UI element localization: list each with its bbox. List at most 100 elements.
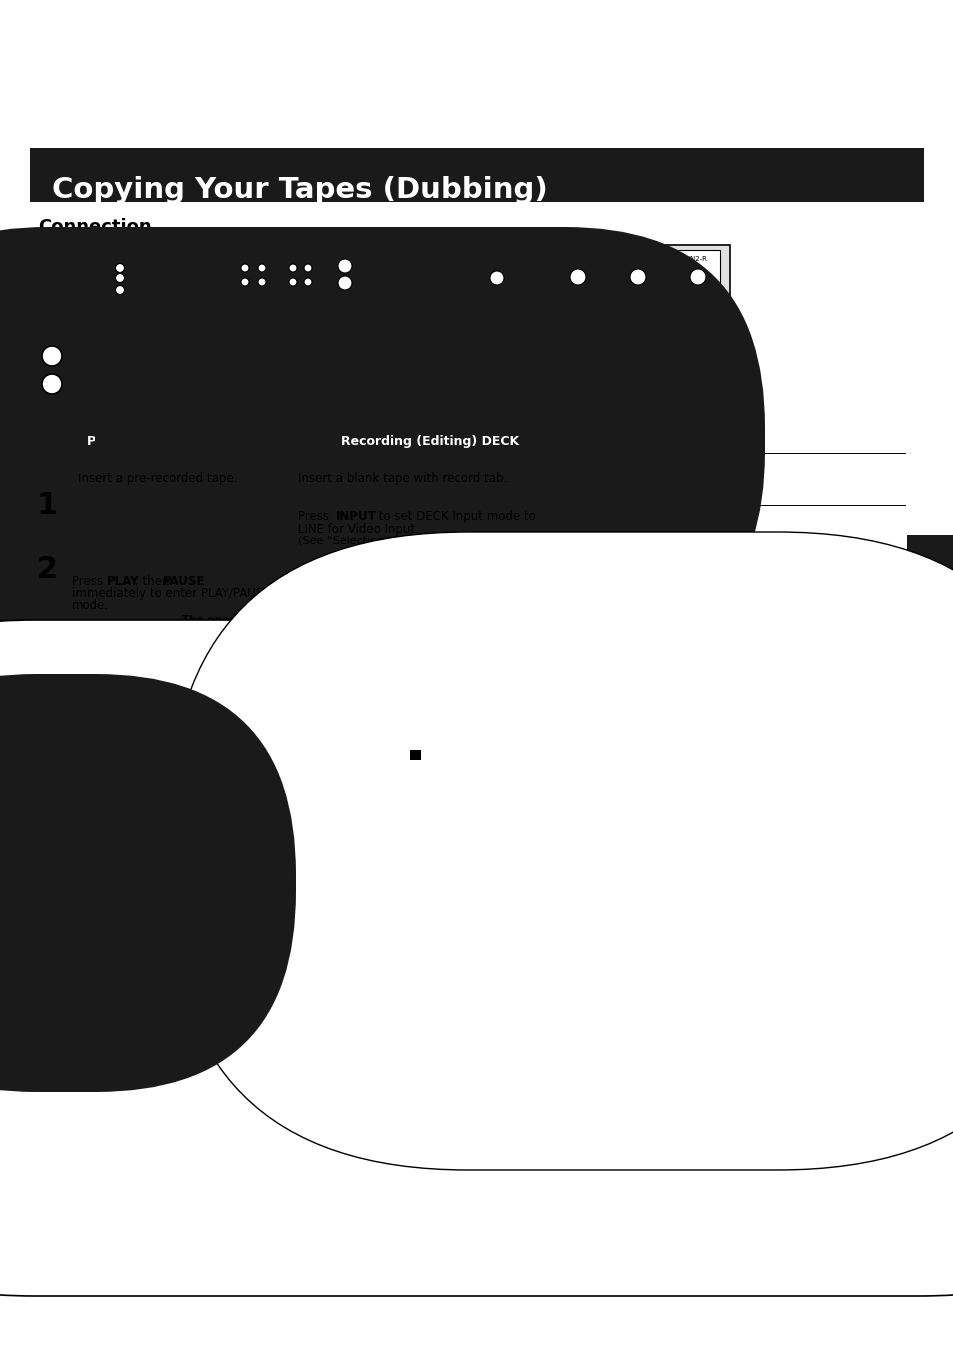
Text: Display will change as below.: Display will change as below.: [490, 805, 652, 815]
Circle shape: [337, 259, 352, 273]
Text: Front of DECK: Front of DECK: [547, 238, 628, 249]
Text: Connect “L” and “R” AUDIO OUT terminals on Playing VCR to “L” and “R”: Connect “L” and “R” AUDIO OUT terminals …: [71, 378, 496, 390]
Text: LINE1:  For rear audio/video connection.: LINE1: For rear audio/video connection.: [436, 898, 644, 908]
Circle shape: [337, 276, 352, 290]
Text: Playing VCR starts playback.: Playing VCR starts playback.: [71, 658, 241, 671]
Text: VCR channel (CH 3 or CH 4).: VCR channel (CH 3 or CH 4).: [63, 780, 221, 790]
Circle shape: [304, 278, 312, 286]
Text: Guard will result in poor quality: Guard will result in poor quality: [110, 888, 285, 897]
FancyBboxPatch shape: [539, 245, 729, 315]
Text: L: L: [97, 272, 102, 280]
Text: DVD/VCR DECK: DVD/VCR DECK: [230, 238, 317, 249]
Text: LINE2:  For front audio/video connection.: LINE2: For front audio/video connection.: [436, 909, 648, 919]
Text: Connect VIDEO OUT terminal on Playing VCR to VIDEO IN terminal on DECK.: Connect VIDEO OUT terminal on Playing VC…: [71, 350, 520, 363]
Circle shape: [257, 278, 266, 286]
Text: VHF/: VHF/: [435, 267, 456, 277]
Text: ←LINE2↔LINE1↔125 or 69←: ←LINE2↔LINE1↔125 or 69←: [476, 858, 611, 867]
Text: Recording (Editing) DECK: Recording (Editing) DECK: [340, 435, 518, 449]
Text: Press: Press: [297, 509, 333, 523]
Circle shape: [115, 273, 125, 282]
Text: for VCR mode.: for VCR mode.: [63, 815, 144, 825]
FancyBboxPatch shape: [168, 532, 953, 1170]
Circle shape: [289, 263, 296, 272]
Text: OUT TO TV: OUT TO TV: [314, 272, 353, 278]
FancyBboxPatch shape: [95, 227, 764, 653]
Text: Press: Press: [71, 646, 107, 659]
Text: immediately to enter PLAY/PAUSE: immediately to enter PLAY/PAUSE: [71, 586, 271, 600]
Text: →1→2→3→: →1→2→3→: [499, 821, 551, 832]
Text: PLAY: PLAY: [107, 576, 139, 588]
Text: AUDIO1: AUDIO1: [203, 278, 237, 286]
FancyBboxPatch shape: [552, 250, 720, 292]
Text: VIDEO: VIDEO: [203, 263, 231, 273]
Text: Also, it is not possible to dub DVD/ CD to VHS tapes using DECK.: Also, it is not possible to dub DVD/ CD …: [110, 961, 513, 970]
Text: OUT: OUT: [71, 254, 88, 263]
Bar: [410, 750, 420, 761]
Text: , then: , then: [354, 576, 392, 588]
Text: that the corresponding operation is prohibited by DECK or the disc.: that the corresponding operation is proh…: [110, 985, 532, 994]
Text: •: •: [426, 898, 432, 908]
Text: To monitor the dubbing, also connect TV as shown.: To monitor the dubbing, also connect TV …: [71, 362, 373, 376]
Text: VCR
Operation: VCR Operation: [915, 598, 943, 665]
Text: 2: 2: [53, 793, 60, 802]
Text: 2: 2: [37, 555, 58, 584]
Text: (See “Selecting the Input Mode” below.): (See “Selecting the Input Mode” below.): [297, 536, 521, 546]
Text: 1: 1: [37, 490, 58, 520]
Text: Selecting the Input Mode: Selecting the Input Mode: [426, 757, 593, 769]
Text: repeatedly.: repeatedly.: [553, 769, 618, 780]
Text: PAUSE: PAUSE: [163, 576, 205, 588]
Text: Press: Press: [297, 646, 333, 659]
Text: L: L: [280, 270, 284, 280]
Text: Copying Your Tapes (Dubbing): Copying Your Tapes (Dubbing): [52, 176, 547, 204]
Text: (about 4 seconds) when LINE1 or LINE2 is selected.: (about 4 seconds) when LINE1 or LINE2 is…: [436, 886, 703, 896]
Text: Method 1:: Method 1:: [426, 769, 485, 780]
Text: Press: Press: [297, 700, 333, 713]
Circle shape: [689, 269, 705, 285]
Text: to start dubbing.: to start dubbing.: [430, 646, 533, 659]
Text: AUDIO IN terminals on DECK.: AUDIO IN terminals on DECK.: [71, 390, 244, 403]
Text: Insert a blank tape with record tab.: Insert a blank tape with record tab.: [297, 471, 507, 485]
Text: Turn TV on and tune to the Recording: Turn TV on and tune to the Recording: [63, 769, 271, 780]
Text: Method 2:: Method 2:: [426, 793, 485, 802]
Text: OUT   IN1: OUT IN1: [218, 254, 253, 263]
Text: mode.: mode.: [297, 598, 335, 612]
Circle shape: [569, 269, 585, 285]
Text: 4: 4: [37, 680, 58, 709]
Text: In place of Playing VCR, you can use other equipment, such as a Camcorder.: In place of Playing VCR, you can use oth…: [71, 403, 524, 416]
Text: STILL/PAUSE: STILL/PAUSE: [333, 646, 416, 659]
Text: PLAY: PLAY: [107, 646, 139, 659]
Text: If Auto VCR/TV (see p. 32) is set to: If Auto VCR/TV (see p. 32) is set to: [63, 793, 255, 802]
Text: VIDEO IN2: VIDEO IN2: [558, 255, 593, 262]
Text: IN2-R: IN2-R: [687, 255, 706, 262]
FancyBboxPatch shape: [36, 245, 181, 305]
Text: mode.: mode.: [71, 598, 109, 612]
Text: REC: REC: [333, 576, 358, 588]
Circle shape: [304, 263, 312, 272]
Text: , then: , then: [135, 576, 173, 588]
Text: Note: Note: [51, 878, 81, 888]
Text: AUDIO: AUDIO: [40, 278, 69, 286]
Circle shape: [257, 263, 266, 272]
FancyBboxPatch shape: [426, 245, 512, 305]
Text: Insert a pre-recorded tape.: Insert a pre-recorded tape.: [78, 471, 237, 485]
Text: Simply connect the unit’s Audio/Video outputs to DECK.: Simply connect the unit’s Audio/Video ou…: [71, 415, 401, 428]
Text: on the front of DECK are: on the front of DECK are: [542, 330, 661, 339]
Text: copyright infringement.: copyright infringement.: [110, 935, 258, 944]
Text: R: R: [280, 280, 285, 289]
Circle shape: [42, 346, 62, 366]
Text: available): available): [542, 340, 590, 350]
Circle shape: [115, 263, 125, 273]
Text: The operation of steps 4 and 5 must be done on the: The operation of steps 4 and 5 must be d…: [182, 615, 488, 626]
Bar: [37, 750, 48, 761]
FancyBboxPatch shape: [906, 535, 953, 730]
Text: To Monitor Dubbing on TV: To Monitor Dubbing on TV: [53, 757, 225, 769]
Text: •Unauthorized exchanging and/or copying of copyrighted recordings may be: •Unauthorized exchanging and/or copying …: [100, 923, 578, 934]
Text: 35: 35: [830, 1000, 869, 1028]
Text: IN FROM ANT.: IN FROM ANT.: [314, 250, 362, 255]
Text: “OFF,” press VCR/TV on the remote: “OFF,” press VCR/TV on the remote: [63, 804, 260, 815]
FancyBboxPatch shape: [0, 227, 475, 653]
Circle shape: [42, 374, 62, 394]
Circle shape: [241, 263, 249, 272]
Text: Channel Number↔LINE1↔LINE2: Channel Number↔LINE1↔LINE2: [506, 781, 683, 790]
Text: •When ∅ appears on the screen while a button is being operated, it means: •When ∅ appears on the screen while a bu…: [100, 973, 569, 984]
